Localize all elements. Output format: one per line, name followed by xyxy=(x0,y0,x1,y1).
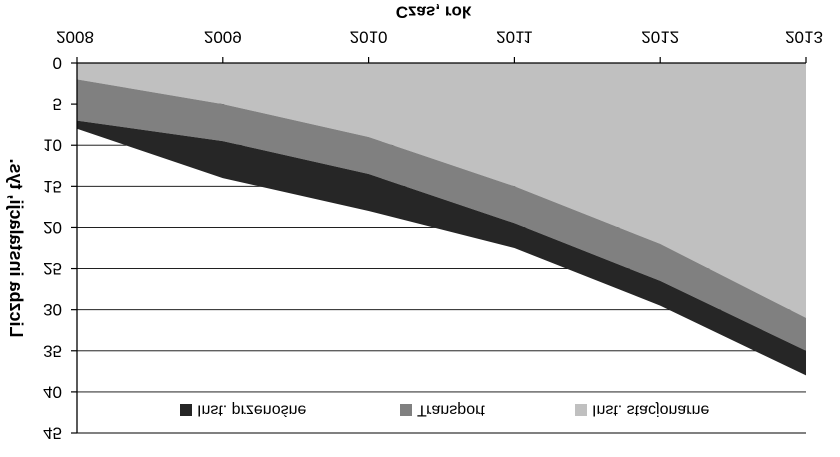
x-tick-labels: 2008 2009 2010 2011 2012 2013 xyxy=(56,28,823,63)
y-tick-label: 45 xyxy=(43,424,62,443)
y-tick-label: 20 xyxy=(43,218,62,237)
y-tick-label: 35 xyxy=(43,341,62,360)
y-tick-label: 0 xyxy=(53,54,62,73)
legend-swatch xyxy=(400,404,412,416)
y-tick-label: 15 xyxy=(43,177,62,196)
x-tick-label: 2012 xyxy=(641,28,679,47)
legend-item: Inst. stacjonarne xyxy=(575,402,710,419)
y-tick-label: 10 xyxy=(43,136,62,155)
y-tick-label: 30 xyxy=(43,300,62,319)
y-axis-title: Liczba instalacji, tys. xyxy=(6,158,26,337)
x-tick-label: 2008 xyxy=(56,28,94,47)
legend-label: Inst. stacjonarne xyxy=(592,402,710,419)
legend-label: Inst. przenośne xyxy=(197,402,307,419)
legend-item: Inst. przenośne xyxy=(180,402,307,419)
y-tick-label: 40 xyxy=(43,382,62,401)
x-tick-label: 2011 xyxy=(496,28,533,47)
legend-item: Transport xyxy=(400,402,485,419)
x-tick-label: 2013 xyxy=(785,28,823,47)
legend: Inst. przenośne Transport Inst. stacjonarn… xyxy=(180,402,710,419)
x-tick-label: 2010 xyxy=(350,28,388,47)
y-tick-label: 25 xyxy=(43,259,62,278)
legend-swatch xyxy=(575,404,587,416)
x-tick-label: 2009 xyxy=(204,28,242,47)
y-tick-label: 5 xyxy=(53,95,62,114)
area-inst-stacjonarne xyxy=(77,63,806,318)
area-series xyxy=(77,63,806,376)
x-axis-title: Czas, rok xyxy=(396,3,472,22)
area-inst-przeno-ne xyxy=(77,120,806,376)
legend-swatch xyxy=(180,404,192,416)
area-transport xyxy=(77,79,806,351)
y-tick-labels: 0 5 10 15 20 25 30 35 40 45 xyxy=(43,54,77,443)
legend-label: Transport xyxy=(417,402,485,419)
